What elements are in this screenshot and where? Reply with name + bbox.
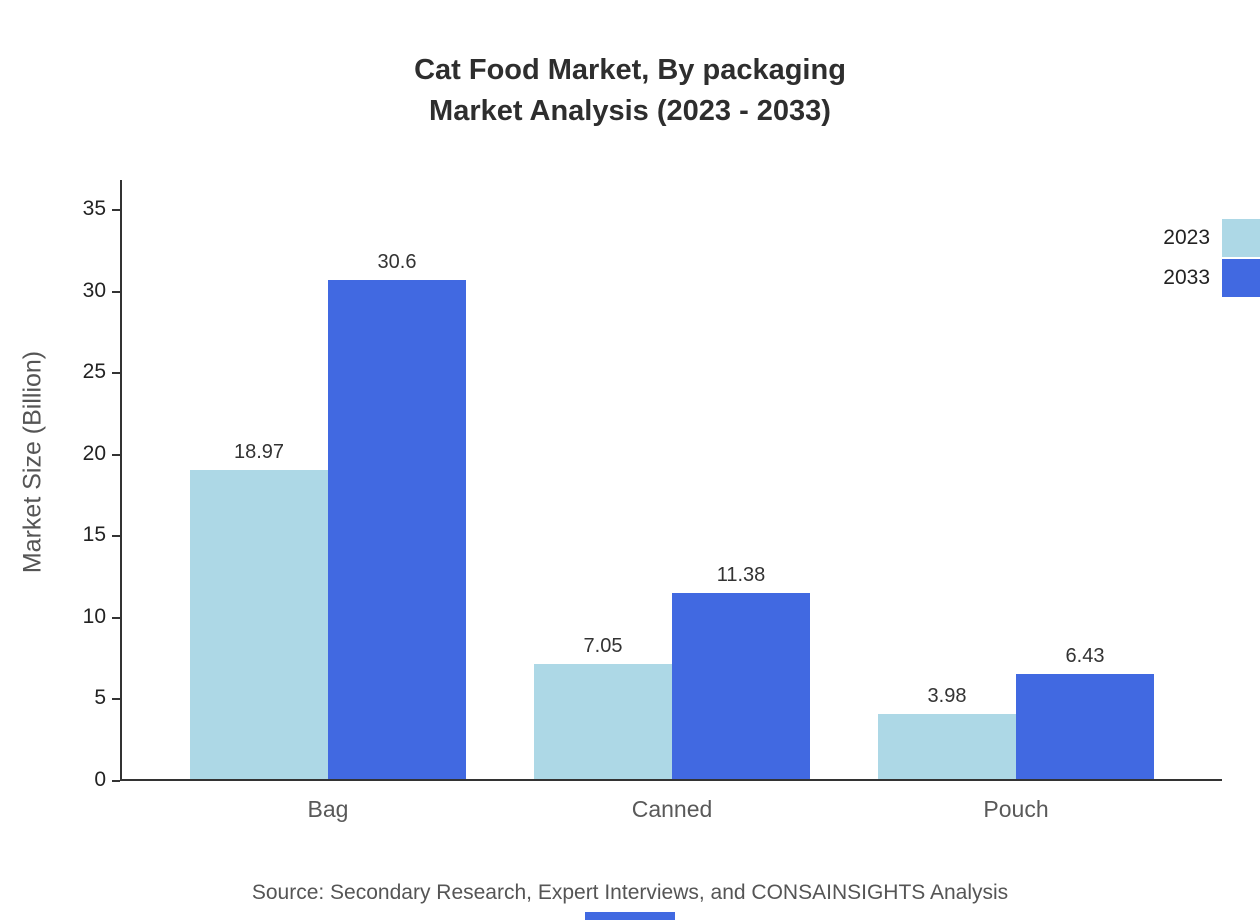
y-axis-tick-mark <box>112 698 120 701</box>
bar-slot: 11.38 <box>672 564 810 779</box>
bottom-accent-bar <box>585 912 675 920</box>
y-axis-tick-label: 25 <box>82 360 106 384</box>
bars-container: 18.97 30.6 Bag 7.05 11.38 Canned 3.98 6.43 Pouch <box>122 180 1222 822</box>
y-axis-tick-label: 0 <box>94 768 106 791</box>
bar-group-pouch: 3.98 6.43 Pouch <box>878 645 1154 822</box>
x-axis-category-label: Bag <box>307 796 349 822</box>
y-axis-tick-mark <box>112 780 120 782</box>
legend-label: 2023 <box>1163 226 1210 249</box>
bar-value-label: 6.43 <box>1065 645 1105 668</box>
legend-item-2033: 2033 <box>1163 258 1260 298</box>
chart-title: Cat Food Market, By packaging Market Ana… <box>0 50 1260 132</box>
bar-2023-pouch <box>878 714 1016 779</box>
bar-value-label: 3.98 <box>927 685 967 708</box>
y-axis-tick-mark <box>112 616 120 619</box>
bar-value-label: 30.6 <box>377 250 417 273</box>
bar-2033-canned <box>672 593 810 779</box>
y-axis-tick-label: 15 <box>82 523 106 547</box>
legend-swatch <box>1222 219 1260 257</box>
bar-slot: 18.97 <box>190 441 328 779</box>
bar-2023-bag <box>190 469 328 779</box>
chart-title-line1: Cat Food Market, By packaging <box>414 54 846 86</box>
bar-slot: 30.6 <box>328 251 466 779</box>
bar-slot: 6.43 <box>1016 645 1154 779</box>
y-axis-tick-label: 5 <box>94 686 106 710</box>
legend-label: 2033 <box>1163 266 1210 289</box>
y-axis-tick-mark <box>112 535 120 538</box>
x-axis-category-label: Pouch <box>983 796 1049 822</box>
y-axis-title: Market Size (Billion) <box>18 350 47 574</box>
y-axis-tick-mark <box>112 453 120 456</box>
source-text: Source: Secondary Research, Expert Inter… <box>251 881 1009 904</box>
bar-value-label: 7.05 <box>583 634 623 657</box>
bar-2033-pouch <box>1016 674 1154 779</box>
bar-group-bag: 18.97 30.6 Bag <box>190 251 466 822</box>
legend-swatch <box>1222 259 1260 297</box>
y-axis-tick-label: 20 <box>82 441 106 465</box>
chart-title-line2: Market Analysis (2023 - 2033) <box>429 95 831 127</box>
plot-area: 18.97 30.6 Bag 7.05 11.38 Canned 3.98 6.43 Pouch… <box>83 180 1222 822</box>
bar-2033-bag <box>328 279 466 779</box>
x-axis-category-label: Canned <box>631 796 713 822</box>
bar-group-canned: 7.05 11.38 Canned <box>534 564 810 822</box>
y-axis-tick-label: 35 <box>82 197 106 220</box>
y-axis-tick-label: 30 <box>82 278 106 302</box>
bar-2023-canned <box>534 663 672 779</box>
y-axis-tick-mark <box>112 209 120 211</box>
bar-value-label: 18.97 <box>233 440 285 463</box>
bar-value-label: 11.38 <box>716 564 766 587</box>
y-axis-tick-mark <box>112 290 120 293</box>
y-axis-tick-mark <box>112 372 120 375</box>
legend-item-2023: 2023 <box>1163 218 1260 258</box>
legend: 2023 2033 <box>1163 218 1260 298</box>
bar-slot: 7.05 <box>534 635 672 779</box>
bar-slot: 3.98 <box>878 685 1016 779</box>
y-axis-tick-label: 10 <box>82 604 106 628</box>
